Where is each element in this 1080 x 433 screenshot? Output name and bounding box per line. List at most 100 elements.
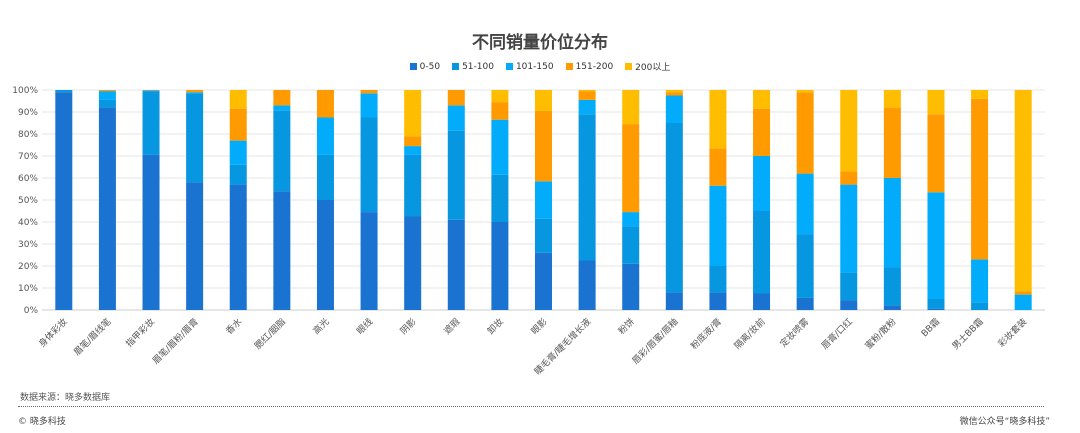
bar-segment <box>98 91 116 100</box>
bar-segment <box>883 267 901 306</box>
bar-segment <box>927 192 945 299</box>
x-tick-label: 粉饼 <box>616 316 637 337</box>
bar-segment <box>796 92 814 174</box>
bar-segment <box>142 154 160 310</box>
bar-segment <box>447 219 465 310</box>
x-tick-label: 眼影 <box>529 316 550 337</box>
bar-segment <box>55 92 73 310</box>
bar-segment <box>186 182 204 310</box>
bar-segment <box>709 148 727 186</box>
bar-segment <box>229 140 247 165</box>
bar-segment <box>840 184 858 273</box>
legend: 0-50 51-100 101-150 151-200 200以上 <box>0 60 1080 73</box>
legend-label: 151-200 <box>575 61 614 72</box>
bar-segment <box>840 272 858 301</box>
bar-segment <box>535 181 552 219</box>
bar-segment <box>840 90 858 172</box>
y-tick-label: 100% <box>12 86 38 96</box>
x-tick-label: BB霜 <box>919 316 942 339</box>
bar-segment <box>491 174 509 222</box>
y-tick-label: 20% <box>18 262 38 272</box>
bar-segment <box>796 90 814 93</box>
bar-segment <box>186 92 204 94</box>
bar-segment <box>927 90 945 115</box>
y-tick-label: 70% <box>18 152 38 162</box>
x-tick-label: 唇膏/口红 <box>819 316 855 352</box>
bar-segment <box>404 136 422 147</box>
bar-segment <box>98 107 116 310</box>
bar-segment <box>709 185 727 266</box>
bar-segment <box>316 117 334 155</box>
bar-segment <box>709 292 727 310</box>
bar-segment <box>404 146 422 155</box>
bar-segment <box>535 218 552 253</box>
bar-segment <box>229 108 247 141</box>
bar-segment <box>971 302 989 310</box>
bar-segment <box>578 114 596 261</box>
data-source: 数据来源：晓多数据库 <box>20 393 111 403</box>
legend-label: 101-150 <box>515 61 554 72</box>
y-tick-label: 40% <box>18 218 38 228</box>
bar-segment <box>535 90 552 111</box>
y-tick-label: 10% <box>18 284 38 294</box>
legend-item: 101-150 <box>505 60 554 73</box>
x-tick-label: 眉笔/眉线笔 <box>71 316 113 358</box>
bar-segment <box>622 226 640 264</box>
bar-segment <box>665 123 683 293</box>
x-tick-label: 粉底液/膏 <box>688 316 724 352</box>
bar-segment <box>447 90 465 106</box>
bar-segment <box>578 99 596 115</box>
x-tick-label: 指甲彩妆 <box>123 316 157 350</box>
bar-segment <box>491 90 509 103</box>
bar-segment <box>753 90 771 109</box>
bar-segment <box>142 91 160 155</box>
bar-segment <box>360 93 378 118</box>
bar-segment <box>622 263 640 310</box>
bar-segment <box>622 124 640 213</box>
bar-segment <box>665 95 683 123</box>
bar-segment <box>1014 294 1032 310</box>
bar-segment <box>186 93 204 183</box>
bar-segment <box>360 90 378 94</box>
wechat-account: 微信公众号“晓多科技” <box>959 417 1050 427</box>
divider <box>18 406 1044 407</box>
bar-segment <box>578 90 596 92</box>
bar-segment <box>447 105 465 131</box>
y-tick-label: 0% <box>24 306 39 316</box>
bar-segment <box>229 184 247 310</box>
legend-item: 0-50 <box>409 60 440 73</box>
y-tick-label: 30% <box>18 240 38 250</box>
bar-segment <box>840 171 858 185</box>
bar-segment <box>273 110 291 192</box>
bar-segment <box>186 90 204 93</box>
bar-segment <box>404 216 422 310</box>
legend-swatch <box>409 63 417 70</box>
x-tick-label: 定妆喷雾 <box>777 316 811 350</box>
bar-segment <box>98 90 116 92</box>
bar-segment <box>665 92 683 96</box>
x-tick-label: 遮瑕 <box>441 316 462 337</box>
bar-segment <box>883 107 901 178</box>
bar-segment <box>229 90 247 109</box>
y-tick-label: 60% <box>18 174 38 184</box>
x-tick-label: 眼线 <box>354 316 375 337</box>
bar-segment <box>753 156 771 211</box>
legend-label: 51-100 <box>462 61 494 72</box>
bar-segment <box>1014 90 1032 292</box>
bar-segment <box>753 293 771 310</box>
bar-segment <box>709 90 727 149</box>
bar-segment <box>709 266 727 293</box>
x-tick-label: 卸妆 <box>485 316 506 337</box>
x-tick-label: 高光 <box>310 316 331 337</box>
bar-segment <box>622 212 640 227</box>
bar-segment <box>1014 291 1032 295</box>
bar-segment <box>578 91 596 100</box>
chart-title: 不同销量价位分布 <box>472 33 608 53</box>
bar-segment <box>796 173 814 235</box>
bar-segment <box>927 308 945 310</box>
legend-swatch <box>452 63 460 70</box>
bar-segment <box>273 105 291 111</box>
y-tick-label: 50% <box>18 196 38 206</box>
